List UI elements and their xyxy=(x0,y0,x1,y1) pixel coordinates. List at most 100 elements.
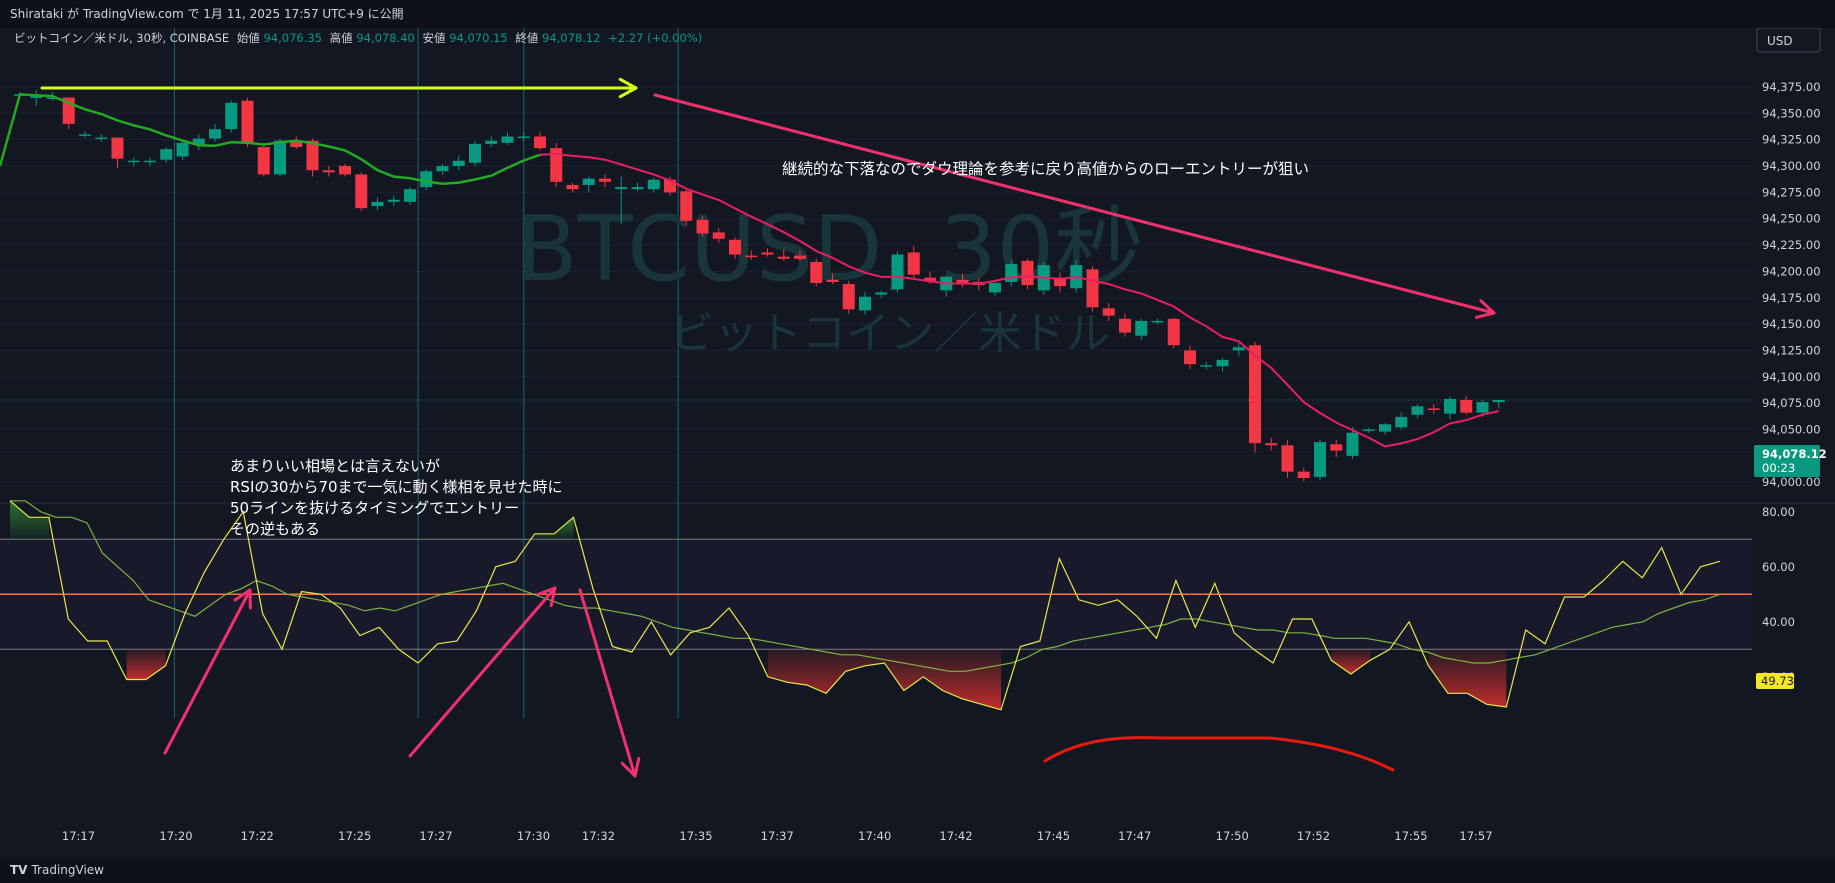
price-chart[interactable]: BTCUSD, 30秒 ビットコイン／米ドル ビットコイン／米ドル, 30秒, … xyxy=(0,28,1835,858)
time-axis[interactable]: 17:17 17:20 17:22 17:25 17:27 17:30 17:32 17:35… xyxy=(62,829,1493,843)
candle-body xyxy=(355,174,368,209)
candle-body xyxy=(729,239,741,255)
currency-button[interactable]: USD xyxy=(1756,28,1821,53)
rsi-pane xyxy=(0,500,1752,711)
bar-countdown: 00:23 xyxy=(1762,461,1795,475)
candle-body xyxy=(647,179,660,190)
candle-body xyxy=(79,134,91,136)
candle-body xyxy=(1151,320,1164,323)
price-tick-label: 94,150.00 xyxy=(1762,317,1821,331)
time-tick-label: 17:50 xyxy=(1216,829,1249,843)
rsi-extreme-fill xyxy=(10,500,49,540)
rsi-up-arrow-1 xyxy=(163,588,252,755)
candle-body xyxy=(387,199,400,202)
candle-body xyxy=(1249,345,1261,444)
candle-body xyxy=(192,138,205,145)
candle-body xyxy=(1281,445,1294,472)
candle-body xyxy=(225,102,238,130)
rsi-extreme-fill xyxy=(1331,649,1371,674)
rsi-note-line-1: あまりいい相場とは言えないが xyxy=(230,457,440,475)
price-tick-label: 94,300.00 xyxy=(1762,159,1821,173)
candle-body xyxy=(696,219,709,234)
time-tick-label: 17:40 xyxy=(858,829,891,843)
candle-body xyxy=(924,277,936,281)
price-tick-label: 94,275.00 xyxy=(1762,185,1821,199)
candle-body xyxy=(1216,359,1229,367)
candle-body xyxy=(1200,365,1213,367)
candle-body xyxy=(794,255,806,259)
candle-body xyxy=(274,140,286,175)
candle-body xyxy=(810,261,823,283)
time-tick-label: 17:22 xyxy=(241,829,274,843)
price-tick-label: 94,125.00 xyxy=(1762,343,1821,357)
time-tick-label: 17:25 xyxy=(338,829,371,843)
rsi-up-arrow-2-head xyxy=(536,586,557,608)
candle-body xyxy=(1444,398,1456,414)
rsi-tick-label: 40.00 xyxy=(1762,615,1795,629)
candle-body xyxy=(144,160,156,163)
symbol-legend[interactable]: ビットコイン／米ドル, 30秒, COINBASE 始値 94,076.35 高… xyxy=(14,31,702,45)
time-tick-label: 17:55 xyxy=(1394,829,1427,843)
candle-body xyxy=(1476,402,1489,413)
price-tick-label: 94,225.00 xyxy=(1762,238,1821,252)
candle-body xyxy=(989,283,1001,293)
candle-body xyxy=(712,232,725,239)
rsi-tick-label: 60.00 xyxy=(1762,560,1795,574)
candle-body xyxy=(1184,350,1196,365)
rsi-down-arrow xyxy=(578,588,637,778)
ma-line-pink xyxy=(539,152,1500,448)
time-tick-label: 17:52 xyxy=(1297,829,1330,843)
candle-body xyxy=(469,143,481,163)
price-tick-label: 94,075.00 xyxy=(1762,396,1821,410)
candle-body xyxy=(534,136,546,149)
tradingview-logo[interactable]: 𝗧𝗩 TradingView xyxy=(10,863,104,877)
drawing-annotations xyxy=(40,77,1496,778)
candle-body xyxy=(615,187,628,190)
price-tick-label: 94,000.00 xyxy=(1762,475,1821,489)
candle-body xyxy=(485,140,498,144)
footer-bar: 𝗧𝗩 TradingView xyxy=(0,858,1835,883)
close-label: 終値 xyxy=(515,31,538,45)
moving-average-lines xyxy=(0,92,1500,448)
candle-body xyxy=(95,137,108,140)
price-tick-label: 94,375.00 xyxy=(1762,80,1821,94)
time-tick-label: 17:42 xyxy=(939,829,972,843)
candle-body xyxy=(1395,416,1408,428)
high-value: 94,078.40 xyxy=(356,31,415,45)
open-value: 94,076.35 xyxy=(263,31,322,45)
open-label: 始値 xyxy=(237,31,260,45)
candle-body xyxy=(1054,277,1066,287)
candle-body xyxy=(745,255,758,258)
downtrend-arrow xyxy=(653,93,1496,315)
time-tick-label: 17:45 xyxy=(1037,829,1070,843)
price-tick-label: 94,250.00 xyxy=(1762,212,1821,226)
rsi-ma-line xyxy=(10,500,1721,672)
candle-body xyxy=(891,254,904,290)
ma-line-green xyxy=(0,92,541,185)
candle-body xyxy=(322,170,335,173)
time-tick-label: 17:27 xyxy=(419,829,452,843)
price-axis[interactable]: 94,000.0094,025.0094,050.0094,075.0094,1… xyxy=(1762,80,1821,489)
time-tick-label: 17:57 xyxy=(1459,829,1492,843)
candle-body xyxy=(859,296,871,311)
time-tick-label: 17:30 xyxy=(517,829,550,843)
price-tick-label: 94,325.00 xyxy=(1762,133,1821,147)
candle-body xyxy=(1086,269,1099,308)
price-tick-label: 94,175.00 xyxy=(1762,291,1821,305)
time-tick-label: 17:32 xyxy=(582,829,615,843)
price-tick-label: 94,350.00 xyxy=(1762,106,1821,120)
candle-body xyxy=(306,140,319,171)
currency-label: USD xyxy=(1767,34,1793,48)
candle-body xyxy=(680,191,693,221)
candlestick-series xyxy=(14,90,1505,482)
rsi-up-arrow-2 xyxy=(408,586,557,758)
candle-body xyxy=(777,256,790,259)
low-value: 94,070.15 xyxy=(449,31,508,45)
yellow-arrow-head xyxy=(618,77,638,99)
candle-body xyxy=(420,171,433,188)
downtrend-note: 継続的な下落なのでダウ理論を参考に戻り高値からのローエントリーが狙い xyxy=(782,160,1309,178)
candle-body xyxy=(176,142,189,157)
rsi-value: 49.73 xyxy=(1761,674,1794,688)
high-label: 高値 xyxy=(330,31,353,45)
